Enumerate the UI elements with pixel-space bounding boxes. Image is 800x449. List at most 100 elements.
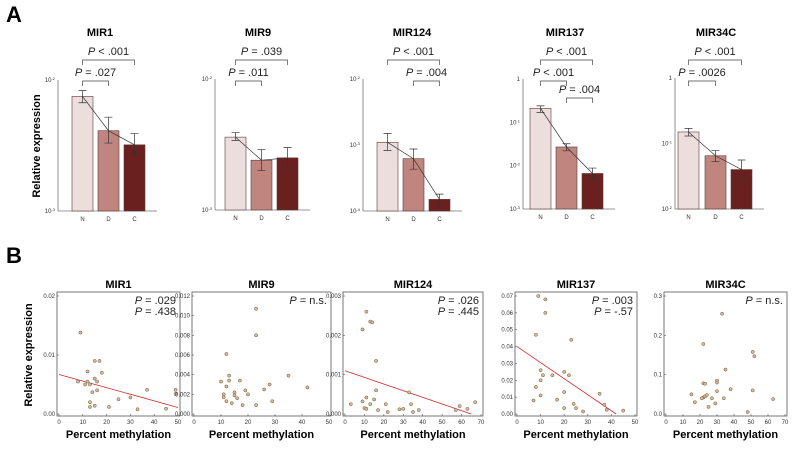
x-tick-label: 70 — [478, 420, 485, 426]
p-value-label: P < .001 — [533, 67, 574, 79]
chart-title: MIR124 — [393, 27, 432, 39]
data-point — [543, 297, 548, 302]
y-tick-label: 1 — [669, 76, 673, 82]
x-tick-label: C — [132, 217, 137, 223]
y-tick-label: 0.003 — [326, 294, 342, 300]
data-point — [227, 373, 231, 378]
data-point — [543, 311, 548, 315]
data-point — [571, 402, 576, 406]
data-point — [562, 406, 567, 410]
data-point — [555, 397, 559, 402]
y-tick-label: 10-3 — [202, 206, 213, 214]
chart-title: MIR34C — [696, 27, 736, 39]
x-tick-label: D — [259, 216, 264, 222]
chart-b-mir124: MIR124 0 10 20 30 40 50 60 70 0.000 0.001 0.002 0.00… — [326, 279, 485, 441]
data-point — [78, 330, 83, 335]
x-tick-label: D — [411, 217, 416, 223]
x-tick-label: 50 — [748, 420, 755, 426]
x-tick-label: N — [686, 215, 690, 221]
data-point — [219, 379, 223, 384]
y-tick-label: 10-3 — [510, 205, 521, 213]
x-tick-label: N — [80, 217, 84, 223]
data-point — [254, 333, 258, 338]
error-bar — [104, 116, 113, 144]
y-tick-label: 0.02 — [43, 294, 55, 300]
data-point — [701, 342, 706, 346]
x-tick-label: 30 — [714, 420, 721, 426]
chart-title: MIR1 — [87, 27, 113, 39]
x-tick-label: 20 — [697, 420, 704, 426]
chart-title: MIR9 — [248, 279, 274, 291]
y-tick-label: 10-2 — [510, 162, 521, 170]
data-point — [715, 389, 719, 394]
bar-n — [224, 136, 247, 211]
chart-title: MIR1 — [105, 279, 131, 291]
stat-annotation: P = -.57 — [594, 306, 633, 318]
y-tick-label: 10-1 — [662, 140, 673, 148]
data-point — [693, 400, 697, 405]
data-point — [531, 398, 536, 403]
y-tick-label: 0.1 — [654, 373, 663, 379]
data-point — [597, 391, 602, 396]
error-bar — [283, 147, 292, 169]
x-tick-label: 10 — [680, 420, 687, 426]
data-point — [246, 392, 250, 397]
data-point — [267, 382, 272, 387]
x-tick-label: N — [385, 217, 389, 223]
data-point — [536, 294, 541, 298]
y-tick-label: 0.012 — [175, 294, 191, 300]
data-point — [416, 408, 421, 412]
y-axis-label: Relative expression — [23, 303, 35, 407]
data-point — [534, 332, 538, 337]
y-tick-label: 0.05 — [501, 328, 513, 334]
data-point — [97, 359, 102, 363]
chart-title: MIR9 — [245, 27, 271, 39]
data-point — [538, 393, 543, 398]
y-tick-label: 0.06 — [501, 311, 513, 317]
data-point — [621, 408, 626, 413]
stat-annotation: P = .003 — [592, 295, 633, 307]
data-point — [372, 397, 376, 402]
data-point — [550, 373, 555, 378]
x-tick-label: C — [285, 216, 290, 222]
y-tick-label: 10-2 — [202, 75, 213, 83]
data-point — [699, 396, 704, 401]
trend-line — [387, 141, 440, 200]
bar-d — [555, 146, 578, 210]
data-point — [88, 405, 92, 409]
y-axis-label: Relative expression — [31, 94, 43, 198]
x-tick-label: 40 — [608, 420, 615, 426]
y-tick-label: 0.002 — [175, 392, 191, 398]
data-point — [569, 337, 574, 342]
data-point — [224, 384, 229, 389]
data-point — [224, 352, 229, 356]
stat-annotation: P = .029 — [135, 295, 176, 307]
p-value-label: P = .027 — [75, 67, 116, 79]
data-point — [374, 359, 378, 363]
y-tick-label: 0.3 — [654, 294, 663, 300]
data-point — [689, 392, 694, 397]
x-tick-label: 50 — [326, 420, 333, 426]
data-point — [562, 390, 567, 394]
p-value-label: P < .001 — [88, 46, 129, 58]
trend-line — [688, 131, 742, 170]
x-tick-label: 30 — [584, 420, 591, 426]
data-point — [221, 395, 226, 400]
significance-bracket — [688, 59, 742, 65]
data-point — [385, 410, 390, 414]
x-tick-label: 10 — [537, 420, 544, 426]
p-value-label: P = .039 — [241, 46, 282, 58]
x-tick-label: 50 — [632, 420, 639, 426]
x-axis-label: Percent methylation — [673, 429, 778, 441]
data-point — [728, 387, 733, 392]
significance-bracket — [540, 59, 593, 65]
x-tick-label: 30 — [127, 420, 134, 426]
data-point — [254, 403, 258, 407]
data-point — [602, 402, 607, 407]
error-bar — [383, 133, 392, 151]
chart-b-mir1: MIR1 0 10 20 30 40 50 0.00 0.01 0.02 Percent methy… — [23, 279, 182, 441]
data-point — [453, 408, 458, 412]
y-tick-label: 0.01 — [501, 395, 513, 401]
plot-frame — [191, 291, 332, 417]
data-point — [723, 367, 728, 372]
